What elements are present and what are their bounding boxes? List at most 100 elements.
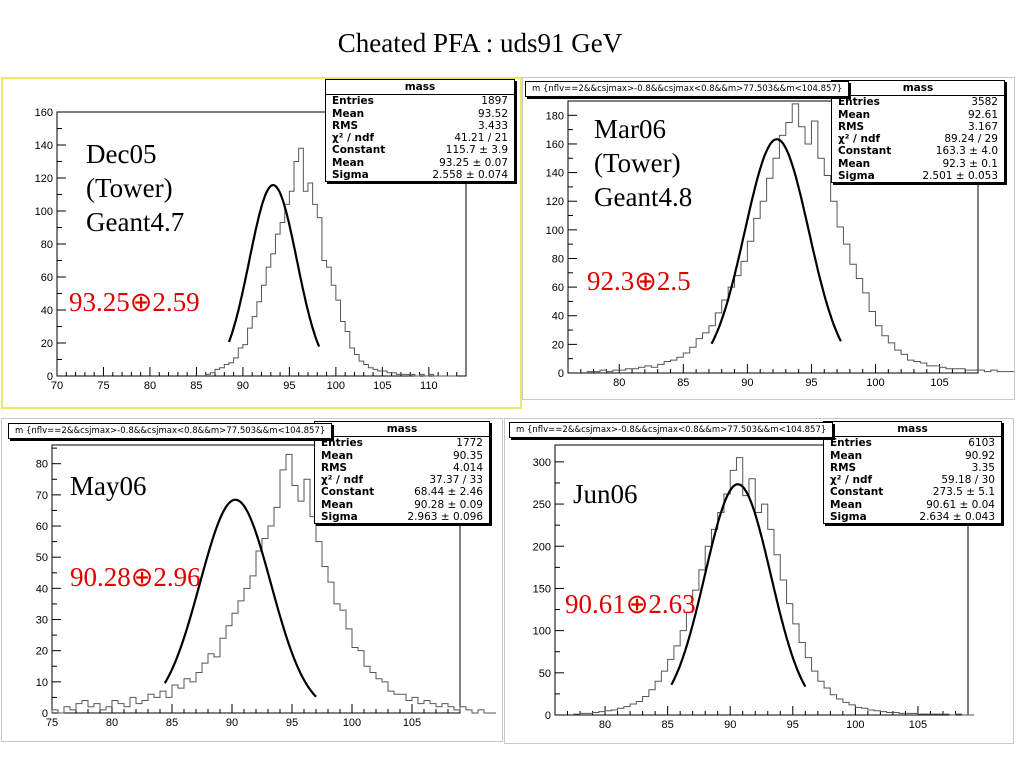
y-tick-label: 80 xyxy=(41,239,53,251)
run-name: May06 xyxy=(70,471,147,501)
x-tick-label: 105 xyxy=(373,380,391,392)
stats-value: 2.634 ± 0.043 xyxy=(919,511,995,524)
stats-value: 2.963 ± 0.096 xyxy=(407,511,483,524)
stats-row: Entries 3582 xyxy=(832,96,1004,108)
y-tick-label: 140 xyxy=(546,168,564,180)
y-tick-label: 20 xyxy=(552,339,564,351)
stats-value: 2.558 ± 0.074 xyxy=(432,169,508,182)
stats-label: Mean xyxy=(838,108,871,121)
y-tick-label: 60 xyxy=(36,521,48,533)
stats-row: Mean 90.92 xyxy=(824,450,1001,462)
stats-value: 273.5 ± 5.1 xyxy=(932,486,995,499)
run-label: Mar06 (Tower) Geant4.8 xyxy=(594,112,692,214)
stats-label: Mean xyxy=(332,156,365,169)
run-label: Dec05 (Tower) Geant4.7 xyxy=(86,137,184,239)
x-tick-label: 90 xyxy=(724,719,736,731)
histogram-plot: 75 80 85 90 95 100 105 0 10 20 30 40 50 60 70 80 xyxy=(36,444,496,729)
stats-value: 90.92 xyxy=(964,449,995,462)
stats-value: 59.18 / 30 xyxy=(941,474,995,487)
stats-label: Constant xyxy=(838,145,892,158)
stats-title: mass xyxy=(824,422,1001,438)
stats-box: mass Entries 6103 Mean 90.92 RMS 3.35 χ² / ndf 5… xyxy=(823,421,1002,525)
stats-label: χ² / ndf xyxy=(332,132,375,145)
x-tick-label: 90 xyxy=(237,380,249,392)
stats-label: χ² / ndf xyxy=(321,474,364,487)
fit-sigma: 2.59 xyxy=(152,287,200,317)
stats-value: 3.167 xyxy=(967,120,998,133)
y-tick-label: 50 xyxy=(36,552,48,564)
stats-label: χ² / ndf xyxy=(830,474,873,487)
y-tick-label: 40 xyxy=(41,305,53,317)
x-tick-label: 80 xyxy=(599,719,611,731)
x-tick-label: 80 xyxy=(106,717,118,729)
stats-row: RMS 4.014 xyxy=(315,462,489,474)
y-tick-label: 160 xyxy=(35,107,53,119)
x-tick-label: 95 xyxy=(283,380,295,392)
stats-label: Entries xyxy=(838,96,880,109)
x-tick-label: 80 xyxy=(144,380,156,392)
y-tick-label: 300 xyxy=(533,457,551,469)
fit-result: 93.25⊕2.59 xyxy=(69,287,200,318)
histogram-plot: 80 85 90 95 100 105 0 20 40 60 80 100 120 140 160 180 xyxy=(546,100,1014,389)
x-tick-label: 105 xyxy=(909,719,927,731)
stats-row: Mean 93.52 xyxy=(326,108,514,120)
stats-title: mass xyxy=(326,80,514,96)
stats-row: Constant 115.7 ± 3.9 xyxy=(326,144,514,156)
stats-row: Sigma 2.634 ± 0.043 xyxy=(824,511,1001,523)
stats-value: 37.37 / 33 xyxy=(429,474,483,487)
chart-panel-may06: 75 80 85 90 95 100 105 0 10 20 30 40 50 60 70 80 mass En… xyxy=(1,418,503,742)
stats-row: Sigma 2.558 ± 0.074 xyxy=(326,169,514,181)
stats-label: Constant xyxy=(332,144,386,157)
run-label: Jun06 xyxy=(573,477,638,511)
x-tick-label: 95 xyxy=(286,717,298,729)
y-tick-label: 70 xyxy=(36,490,48,502)
stats-label: RMS xyxy=(321,461,348,474)
stats-label: Sigma xyxy=(838,170,875,183)
stats-value: 90.35 xyxy=(452,449,483,462)
stats-title: mass xyxy=(832,81,1004,97)
histogram-plot: 70 75 80 85 90 95 100 105 110 0 20 40 60 80 100 120 140 1… xyxy=(35,107,467,392)
stats-label: RMS xyxy=(830,461,857,474)
stats-label: Mean xyxy=(321,449,354,462)
x-tick-label: 105 xyxy=(930,377,948,389)
stats-value: 3.35 xyxy=(971,461,995,474)
stats-row: Entries 6103 xyxy=(824,437,1001,449)
chart-panel-jun06: 80 85 90 95 100 105 0 50 100 150 200 250 300 mass Ent… xyxy=(504,418,1014,744)
x-tick-label: 80 xyxy=(613,377,625,389)
run-geant-version: Geant4.8 xyxy=(594,182,693,212)
y-tick-label: 50 xyxy=(539,668,551,680)
cut-expression: m {nflv==2&&csjmax>-0.8&&csjmax<0.8&&m>7… xyxy=(509,422,834,438)
stats-label: Mean xyxy=(332,107,365,120)
stats-label: χ² / ndf xyxy=(838,133,881,146)
fit-mean: 90.28 xyxy=(70,562,131,592)
y-tick-label: 0 xyxy=(545,710,551,722)
stats-row: Mean 93.25 ± 0.07 xyxy=(326,157,514,169)
chart-panel-dec05: 70 75 80 85 90 95 100 105 110 0 20 40 60 80 100 120 140 1… xyxy=(1,77,522,409)
stats-row: χ² / ndf 89.24 / 29 xyxy=(832,133,1004,145)
stats-row: Sigma 2.501 ± 0.053 xyxy=(832,170,1004,182)
stats-row: RMS 3.433 xyxy=(326,120,514,132)
stats-row: Constant 273.5 ± 5.1 xyxy=(824,486,1001,498)
y-tick-label: 100 xyxy=(35,206,53,218)
stats-label: Entries xyxy=(321,437,363,450)
cut-expression: m {nflv==2&&csjmax>-0.8&&csjmax<0.8&&m>7… xyxy=(525,81,850,97)
stats-value: 1897 xyxy=(481,95,508,108)
fit-mean: 90.61 xyxy=(565,589,626,619)
gaussian-fit-curve xyxy=(670,483,807,688)
stats-value: 92.3 ± 0.1 xyxy=(942,157,998,170)
stats-value: 115.7 ± 3.9 xyxy=(445,144,508,157)
y-tick-label: 40 xyxy=(552,311,564,323)
x-tick-label: 95 xyxy=(805,377,817,389)
run-name: Jun06 xyxy=(573,479,638,509)
x-tick-label: 105 xyxy=(403,717,421,729)
histogram-series xyxy=(573,457,975,716)
stats-label: Entries xyxy=(332,95,374,108)
stats-row: Mean 90.35 xyxy=(315,450,489,462)
x-tick-label: 90 xyxy=(226,717,238,729)
x-tick-label: 75 xyxy=(97,380,109,392)
fit-sigma: 2.63 xyxy=(648,589,696,619)
y-tick-label: 160 xyxy=(546,139,564,151)
y-tick-label: 80 xyxy=(36,459,48,471)
y-tick-label: 120 xyxy=(546,196,564,208)
oplus-symbol: ⊕ xyxy=(130,562,154,592)
